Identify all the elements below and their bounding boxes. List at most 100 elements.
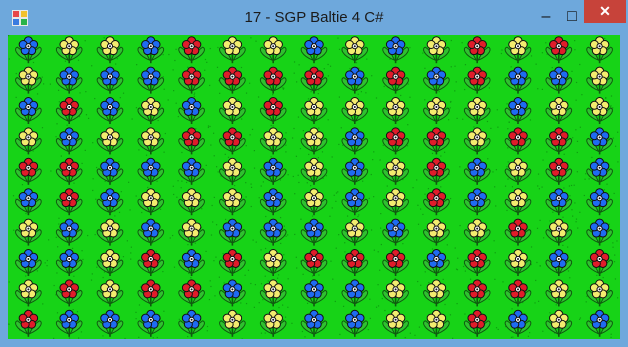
yellow-flower — [219, 157, 246, 185]
yellow-flower — [341, 36, 369, 64]
red-flower — [55, 188, 83, 216]
minimize-button[interactable]: – — [533, 6, 559, 27]
yellow-flower — [586, 66, 613, 94]
yellow-flower — [382, 279, 409, 307]
window-title: 17 - SGP Baltie 4 C# — [244, 9, 384, 26]
yellow-flower — [96, 249, 124, 276]
blue-flower — [463, 157, 491, 185]
blue-flower — [382, 36, 409, 64]
blue-flower — [15, 249, 42, 276]
yellow-flower — [504, 249, 532, 276]
blue-flower — [300, 279, 328, 307]
yellow-flower — [137, 97, 165, 124]
red-flower — [341, 249, 369, 276]
yellow-flower — [219, 97, 246, 124]
red-flower — [178, 279, 205, 307]
red-flower — [423, 127, 450, 155]
blue-flower — [259, 188, 287, 216]
yellow-flower — [382, 188, 409, 216]
yellow-flower — [219, 188, 246, 216]
blue-flower — [96, 188, 124, 216]
yellow-flower — [463, 218, 491, 246]
blue-flower — [55, 249, 83, 276]
yellow-flower — [545, 309, 573, 337]
red-flower — [463, 66, 491, 94]
yellow-flower — [15, 127, 42, 155]
blue-flower — [96, 66, 124, 94]
blue-flower — [341, 309, 369, 337]
red-flower — [463, 249, 491, 276]
blue-flower — [586, 188, 613, 216]
blue-flower — [545, 249, 573, 276]
blue-flower — [15, 36, 42, 64]
yellow-flower — [259, 309, 287, 337]
red-flower — [545, 36, 573, 64]
blue-flower — [341, 279, 369, 307]
yellow-flower — [504, 157, 532, 185]
blue-flower — [219, 218, 246, 246]
red-flower — [382, 66, 409, 94]
yellow-flower — [545, 218, 573, 246]
yellow-flower — [586, 97, 613, 124]
red-flower — [423, 157, 450, 185]
yellow-flower — [15, 279, 42, 307]
blue-flower — [341, 188, 369, 216]
blue-flower — [137, 309, 165, 337]
yellow-flower — [259, 279, 287, 307]
yellow-flower — [96, 127, 124, 155]
blue-flower — [96, 97, 124, 124]
red-flower — [259, 66, 287, 94]
maximize-button[interactable]: □ — [559, 6, 585, 27]
red-flower — [300, 249, 328, 276]
blue-flower — [300, 218, 328, 246]
red-flower — [55, 279, 83, 307]
minimize-icon: – — [541, 7, 551, 25]
title-bar[interactable]: 17 - SGP Baltie 4 C# – □ ✕ — [0, 0, 628, 35]
yellow-flower — [178, 188, 205, 216]
yellow-flower — [382, 97, 409, 124]
blue-flower — [137, 36, 165, 64]
yellow-flower — [586, 279, 613, 307]
blue-flower — [137, 157, 165, 185]
app-icon[interactable] — [12, 10, 28, 26]
game-canvas[interactable] — [8, 35, 620, 339]
yellow-flower — [300, 188, 328, 216]
yellow-flower — [586, 36, 613, 64]
yellow-flower — [259, 127, 287, 155]
blue-flower — [423, 249, 450, 276]
yellow-flower — [96, 36, 124, 64]
blue-flower — [178, 157, 205, 185]
blue-flower — [586, 309, 613, 337]
yellow-flower — [300, 157, 328, 185]
red-flower — [178, 36, 205, 64]
red-flower — [15, 157, 42, 185]
blue-flower — [586, 218, 613, 246]
red-flower — [463, 279, 491, 307]
blue-flower — [545, 66, 573, 94]
blue-flower — [178, 249, 205, 276]
yellow-flower — [137, 127, 165, 155]
red-flower — [259, 97, 287, 124]
blue-flower — [504, 97, 532, 124]
red-flower — [55, 157, 83, 185]
red-flower — [545, 127, 573, 155]
blue-flower — [178, 309, 205, 337]
red-flower — [137, 249, 165, 276]
yellow-flower — [504, 36, 532, 64]
yellow-flower — [219, 309, 246, 337]
blue-flower — [504, 66, 532, 94]
blue-flower — [96, 157, 124, 185]
close-button[interactable]: ✕ — [584, 0, 626, 23]
close-icon: ✕ — [599, 3, 611, 19]
flower-field — [8, 35, 619, 339]
red-flower — [504, 279, 532, 307]
yellow-flower — [423, 97, 450, 124]
red-flower — [137, 279, 165, 307]
yellow-flower — [300, 97, 328, 124]
blue-flower — [300, 309, 328, 337]
yellow-flower — [341, 97, 369, 124]
yellow-flower — [55, 36, 83, 64]
yellow-flower — [219, 36, 246, 64]
red-flower — [219, 127, 246, 155]
red-flower — [545, 157, 573, 185]
